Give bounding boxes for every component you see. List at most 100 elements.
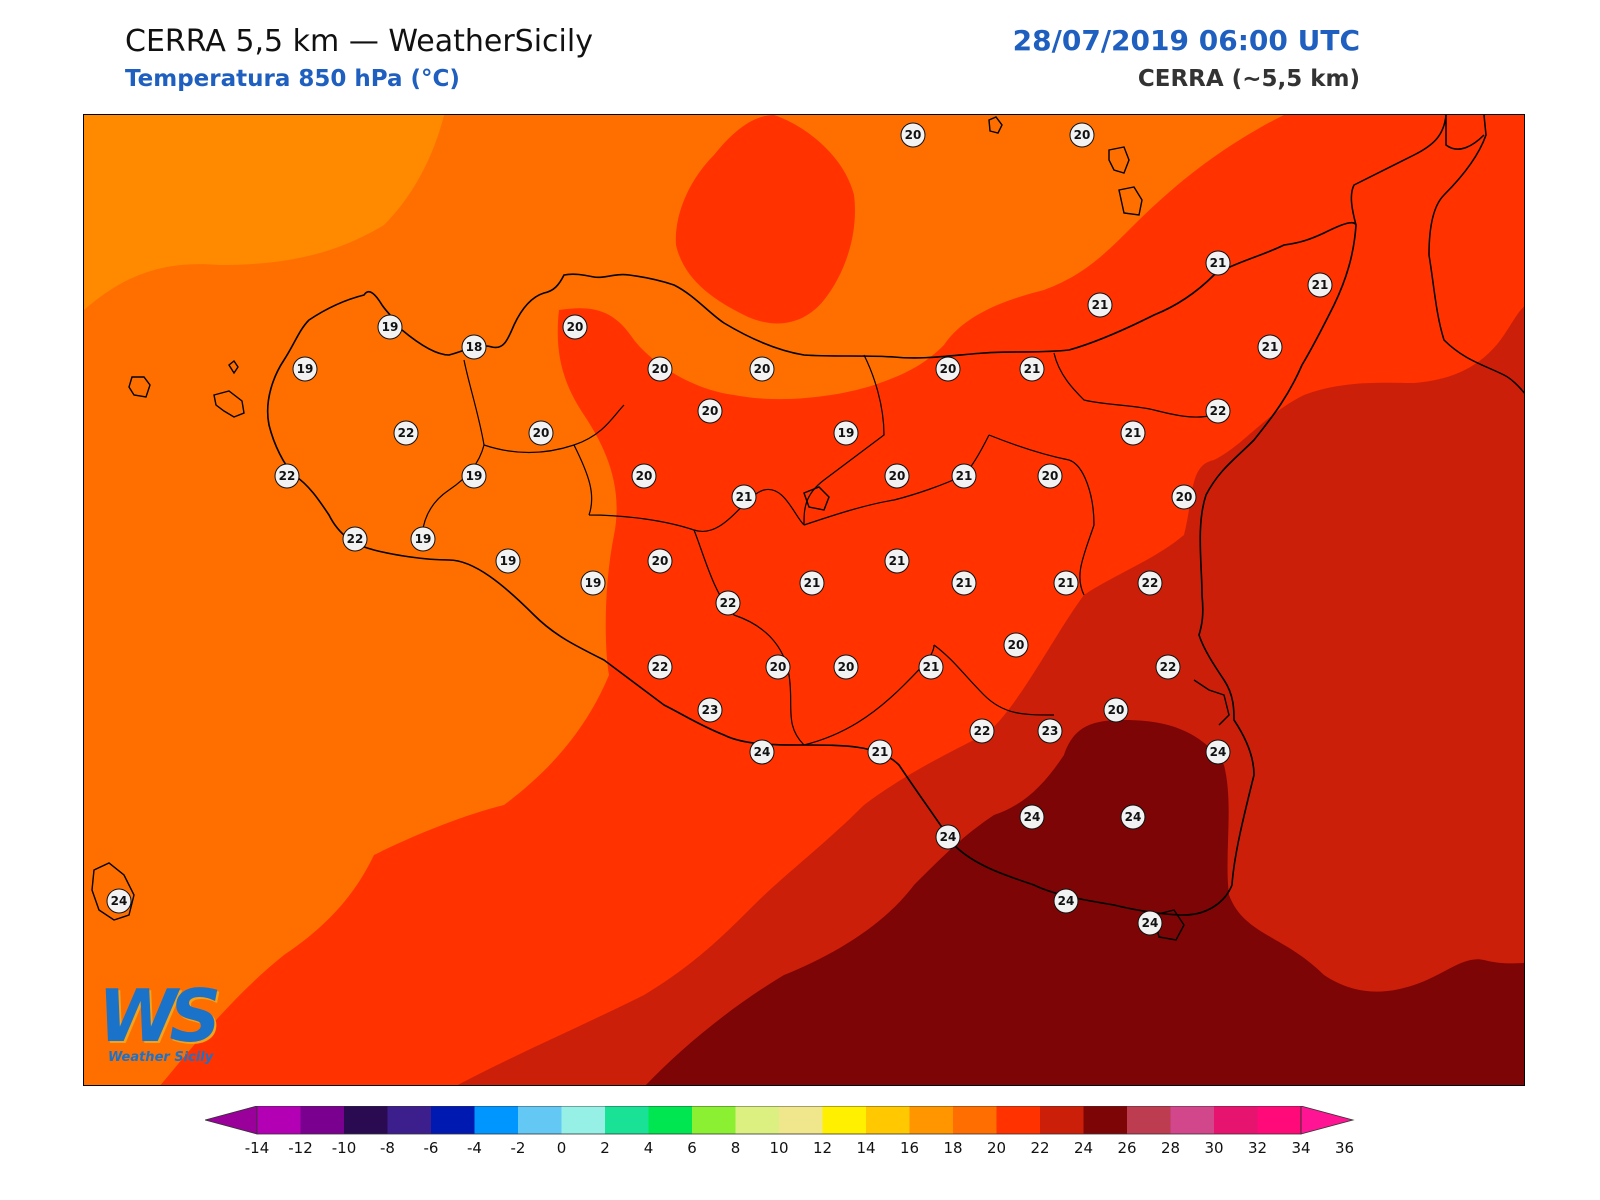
station-marker — [1137, 570, 1163, 596]
station-marker — [1037, 463, 1063, 489]
colorbar-under-arrow — [205, 1106, 258, 1135]
colorbar-tick-label: 12 — [813, 1139, 832, 1157]
station-marker — [900, 122, 926, 148]
station-label: 20 — [900, 122, 926, 148]
station-marker — [951, 463, 977, 489]
station-label: 20 — [562, 314, 588, 340]
colorbar-tick-label: 28 — [1161, 1139, 1180, 1157]
colorbar-tick-label: 34 — [1291, 1139, 1310, 1157]
station-label: 20 — [1037, 463, 1063, 489]
coastline-east — [1350, 115, 1524, 394]
station-marker — [1205, 398, 1231, 424]
station-label: 23 — [697, 697, 723, 723]
station-marker — [393, 420, 419, 446]
station-label: 20 — [833, 654, 859, 680]
station-label: 19 — [580, 570, 606, 596]
colorbar-swatch — [1040, 1106, 1084, 1134]
station-label: 21 — [867, 739, 893, 765]
island-nw-3 — [228, 359, 239, 375]
station-value: 20 — [1074, 128, 1091, 142]
colorbar-swatch — [605, 1106, 649, 1134]
station-marker — [1069, 122, 1095, 148]
station-marker — [647, 548, 673, 574]
colorbar-tick-label: 2 — [600, 1139, 610, 1157]
station-value: 20 — [1108, 703, 1125, 717]
bay-east — [1193, 679, 1230, 726]
station-value: 20 — [702, 404, 719, 418]
station-marker — [1205, 250, 1231, 276]
station-label: 22 — [393, 420, 419, 446]
station-label: 20 — [765, 654, 791, 680]
station-label: 20 — [697, 398, 723, 424]
forecast-datetime: 28/07/2019 06:00 UTC — [1012, 24, 1360, 57]
station-label: 24 — [749, 739, 775, 765]
station-label: 21 — [951, 570, 977, 596]
colorbar-swatch — [1257, 1106, 1302, 1134]
colorbar-swatch — [474, 1106, 519, 1134]
station-value: 20 — [838, 660, 855, 674]
colorbar-tick-label: -2 — [511, 1139, 526, 1157]
band-22-24-north-blob — [675, 115, 855, 324]
coastline-main — [266, 221, 1357, 916]
colorbar-tick-label: 30 — [1204, 1139, 1223, 1157]
station-label: 20 — [1003, 632, 1029, 658]
station-marker — [765, 654, 791, 680]
station-value: 22 — [1142, 576, 1159, 590]
station-label: 20 — [935, 356, 961, 382]
colorbar-swatch — [648, 1106, 693, 1134]
colorbar-swatch — [909, 1106, 954, 1134]
station-marker — [731, 484, 757, 510]
colorbar-frame — [256, 1106, 1302, 1135]
station-value: 21 — [1058, 576, 1075, 590]
station-marker — [884, 463, 910, 489]
station-value: 21 — [804, 576, 821, 590]
colorbar-swatch — [1127, 1106, 1171, 1134]
colorbar-swatch — [387, 1106, 432, 1134]
station-label: 22 — [715, 590, 741, 616]
station-label: 18 — [461, 334, 487, 360]
colorbar-swatch — [300, 1106, 345, 1134]
colorbar-swatch — [735, 1106, 780, 1134]
station-label: 20 — [749, 356, 775, 382]
station-value: 20 — [1008, 638, 1025, 652]
station-marker — [292, 356, 318, 382]
station-marker — [461, 334, 487, 360]
station-value: 24 — [754, 745, 771, 759]
station-marker — [562, 314, 588, 340]
station-value: 22 — [720, 596, 737, 610]
station-marker — [749, 739, 775, 765]
colorbar-tick-label: 4 — [644, 1139, 654, 1157]
station-value: 22 — [974, 724, 991, 738]
colorbar-swatch — [779, 1106, 823, 1134]
station-marker — [647, 356, 673, 382]
station-value: 22 — [1160, 660, 1177, 674]
station-label: 22 — [647, 654, 673, 680]
station-marker — [495, 548, 521, 574]
station-value: 24 — [1024, 810, 1041, 824]
station-marker — [1019, 804, 1045, 830]
station-marker — [580, 570, 606, 596]
station-label: 24 — [1019, 804, 1045, 830]
station-value: 21 — [1210, 256, 1227, 270]
station-marker — [1257, 334, 1283, 360]
map-panel[interactable]: 20 20 21 21 19 18 20 21 19 20 20 20 21 21 22 20 20 19 21 22… — [83, 114, 1525, 1086]
colorbar-tick-label: 22 — [1030, 1139, 1049, 1157]
station-marker — [799, 570, 825, 596]
station-value: 21 — [1024, 362, 1041, 376]
station-value: 21 — [956, 576, 973, 590]
station-marker — [274, 463, 300, 489]
colorbar-tick-label: 16 — [900, 1139, 919, 1157]
model-label: CERRA (~5,5 km) — [1137, 66, 1360, 92]
station-marker — [106, 888, 132, 914]
colorbar-tick-label: -4 — [467, 1139, 482, 1157]
station-label: 24 — [1053, 888, 1079, 914]
station-value: 22 — [347, 532, 364, 546]
station-value: 20 — [652, 362, 669, 376]
station-value: 20 — [1176, 490, 1193, 504]
colorbar-swatch — [1083, 1106, 1128, 1134]
station-value: 18 — [466, 340, 483, 354]
station-label: 21 — [884, 548, 910, 574]
colorbar-tick-label: 0 — [557, 1139, 567, 1157]
island-ne-3 — [1118, 186, 1143, 216]
station-value: 20 — [1042, 469, 1059, 483]
